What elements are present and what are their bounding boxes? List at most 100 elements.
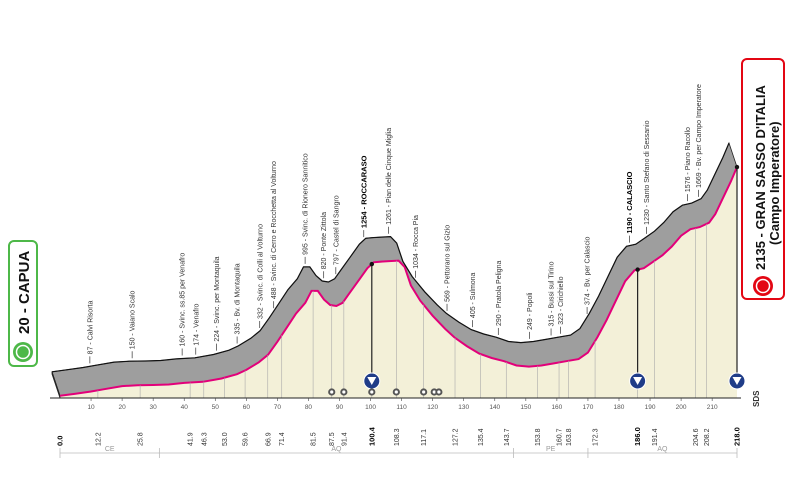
sds-logo: SDS	[752, 390, 761, 407]
waypoint-label: 249 - Popoli	[527, 292, 534, 330]
km-tick-label: 30	[150, 404, 158, 411]
province-label: PE	[546, 446, 556, 453]
waypoint-label: 323 - Cirichiello	[558, 276, 565, 324]
waypoint-label: 174 - Venafro	[193, 303, 200, 345]
waypoint-km-label: 41.9	[188, 432, 195, 446]
km-tick-label: 90	[336, 404, 344, 411]
start-km-label: 0.0	[56, 436, 65, 446]
km-tick-label: 110	[396, 404, 407, 411]
waypoint-km-label: 127.2	[453, 428, 460, 446]
profile-left-edge	[51, 371, 61, 399]
waypoint-km-label: 12.2	[95, 432, 102, 446]
profile-front-fill	[60, 167, 737, 398]
waypoint-label: 569 - Pettorano sul Gizio	[445, 225, 452, 302]
feed-zone-inner-icon	[422, 390, 426, 394]
sprint-dot	[734, 164, 740, 170]
waypoint-label: 374 - Bv. per Calascio	[585, 236, 592, 304]
waypoint-km-label: 172.3	[593, 428, 600, 446]
waypoint-label: 1261 - Pian delle Cinque Miglia	[386, 128, 393, 225]
start-name: 20 - CAPUA	[16, 250, 33, 334]
waypoint-km-label: 191.4	[652, 428, 659, 446]
profile-top-edge	[51, 142, 730, 373]
km-tick-label: 160	[551, 404, 562, 411]
km-tick-label: 40	[181, 404, 189, 411]
waypoint-km-label: 143.7	[504, 428, 511, 446]
waypoint-label: 224 - Svinc. per Montaquila	[214, 256, 221, 341]
province-label: AQ	[331, 446, 342, 453]
waypoint-km-label: 25.8	[138, 432, 145, 446]
waypoint-label: 1230 - Santo Stefano di Sessanio	[644, 120, 651, 224]
waypoint-label: 335 - Bv. di Montaquila	[235, 263, 242, 334]
feed-zone-inner-icon	[370, 390, 374, 394]
waypoint-km-label: 53.0	[222, 432, 229, 446]
province-layer: CE AQ PE AQ	[59, 446, 738, 458]
finish-km-label: 218.0	[733, 427, 742, 446]
km-tick-label: 170	[583, 404, 594, 411]
profile-area-layer	[51, 141, 738, 399]
sprint-triangle-icon	[633, 377, 643, 385]
finish-subtitle: (Campo Imperatore)	[767, 121, 782, 245]
waypoint-label: 87 - Calvi Risorta	[87, 301, 94, 355]
km-tick-label: 10	[87, 404, 95, 411]
waypoint-km-label: 100.4	[367, 426, 376, 446]
finish-name: 2135 - GRAN SASSO D'ITALIA	[753, 85, 768, 270]
km-tick-label: 210	[707, 404, 718, 411]
profile-road-line	[59, 166, 738, 397]
km-tick-label: 120	[427, 404, 438, 411]
feed-zone-inner-icon	[394, 390, 398, 394]
km-tick-label: 140	[489, 404, 500, 411]
km-tick-label: 70	[274, 404, 282, 411]
sprint-triangle-icon	[732, 377, 742, 385]
waypoint-km-label: 204.6	[693, 428, 700, 446]
waypoint-label: 405 - Sulmona	[470, 272, 477, 318]
km-tick-label: 180	[614, 404, 625, 411]
feed-zone-inner-icon	[342, 390, 346, 394]
waypoint-label: 488 - Svinc. di Cerro e Rocchetta al Vol…	[271, 161, 278, 299]
axis-layer: 10 20 30 40 50 60 70 80 90 100 110 120 130 140 150 160 1…	[50, 397, 741, 411]
sprint-triangle-icon	[367, 377, 377, 385]
waypoint-km-label: 81.5	[311, 432, 318, 446]
waypoint-km-label: 117.1	[421, 429, 428, 446]
waypoint-label: 1576 - Piano Racollo	[685, 127, 692, 192]
waypoint-km-label: 71.4	[279, 432, 286, 446]
waypoint-km-label: 66.9	[265, 432, 272, 446]
km-tick-label: 190	[645, 404, 656, 411]
finish-flag-ring-icon	[755, 278, 771, 294]
km-tick-label: 130	[458, 404, 469, 411]
waypoint-km-label: 46.3	[201, 432, 208, 446]
km-tick-label: 200	[676, 404, 687, 411]
feed-zone-inner-icon	[432, 390, 436, 394]
waypoint-km-label: 87.5	[329, 432, 336, 446]
waypoint-km-label: 59.6	[243, 432, 250, 446]
waypoint-km-label: 160.7	[557, 428, 564, 446]
waypoint-label: 1034 - Rocca Pia	[413, 215, 420, 269]
waypoint-marks-layer: 87 - Calvi Risorta 12.2 150 - Vaiano Scalo…	[56, 84, 746, 446]
km-tick-label: 150	[520, 404, 531, 411]
waypoint-label: 160 - Svinc. ss.85 per Venafro	[180, 253, 187, 347]
waypoint-label: 290 - Pratola Peligna	[496, 260, 503, 325]
waypoint-km-label: 163.8	[566, 428, 573, 446]
km-tick-label: 80	[305, 404, 313, 411]
km-tick-label: 20	[118, 404, 126, 411]
waypoint-label: 820 - Ponte Zittola	[321, 212, 328, 269]
province-label: CE	[105, 446, 115, 453]
province-label: AQ	[657, 446, 668, 453]
waypoint-label: 995 - Svinc. di Rionero Sannitico	[303, 153, 310, 255]
km-tick-label: 100	[365, 404, 376, 411]
waypoint-label: 1669 - Bv. per Campo Imperatore	[696, 84, 703, 188]
feed-zone-inner-icon	[330, 390, 334, 394]
sprint-dot	[369, 261, 374, 267]
km-tick-label: 60	[243, 404, 251, 411]
sprint-dot	[635, 267, 640, 272]
waypoint-km-label: 91.4	[341, 432, 348, 446]
waypoint-label: 332 - Svinc. di Colli al Volturno	[257, 224, 264, 319]
waypoint-km-label: 186.0	[633, 427, 642, 446]
waypoint-label: 150 - Vaiano Scalo	[130, 290, 137, 349]
start-badge: 20 - CAPUA	[8, 240, 38, 367]
waypoint-label: 315 - Bussi sul Tirino	[549, 261, 556, 326]
waypoint-km-label: 108.3	[394, 428, 401, 446]
waypoint-km-label: 208.2	[704, 428, 711, 446]
start-flag-ring-icon	[15, 344, 31, 360]
